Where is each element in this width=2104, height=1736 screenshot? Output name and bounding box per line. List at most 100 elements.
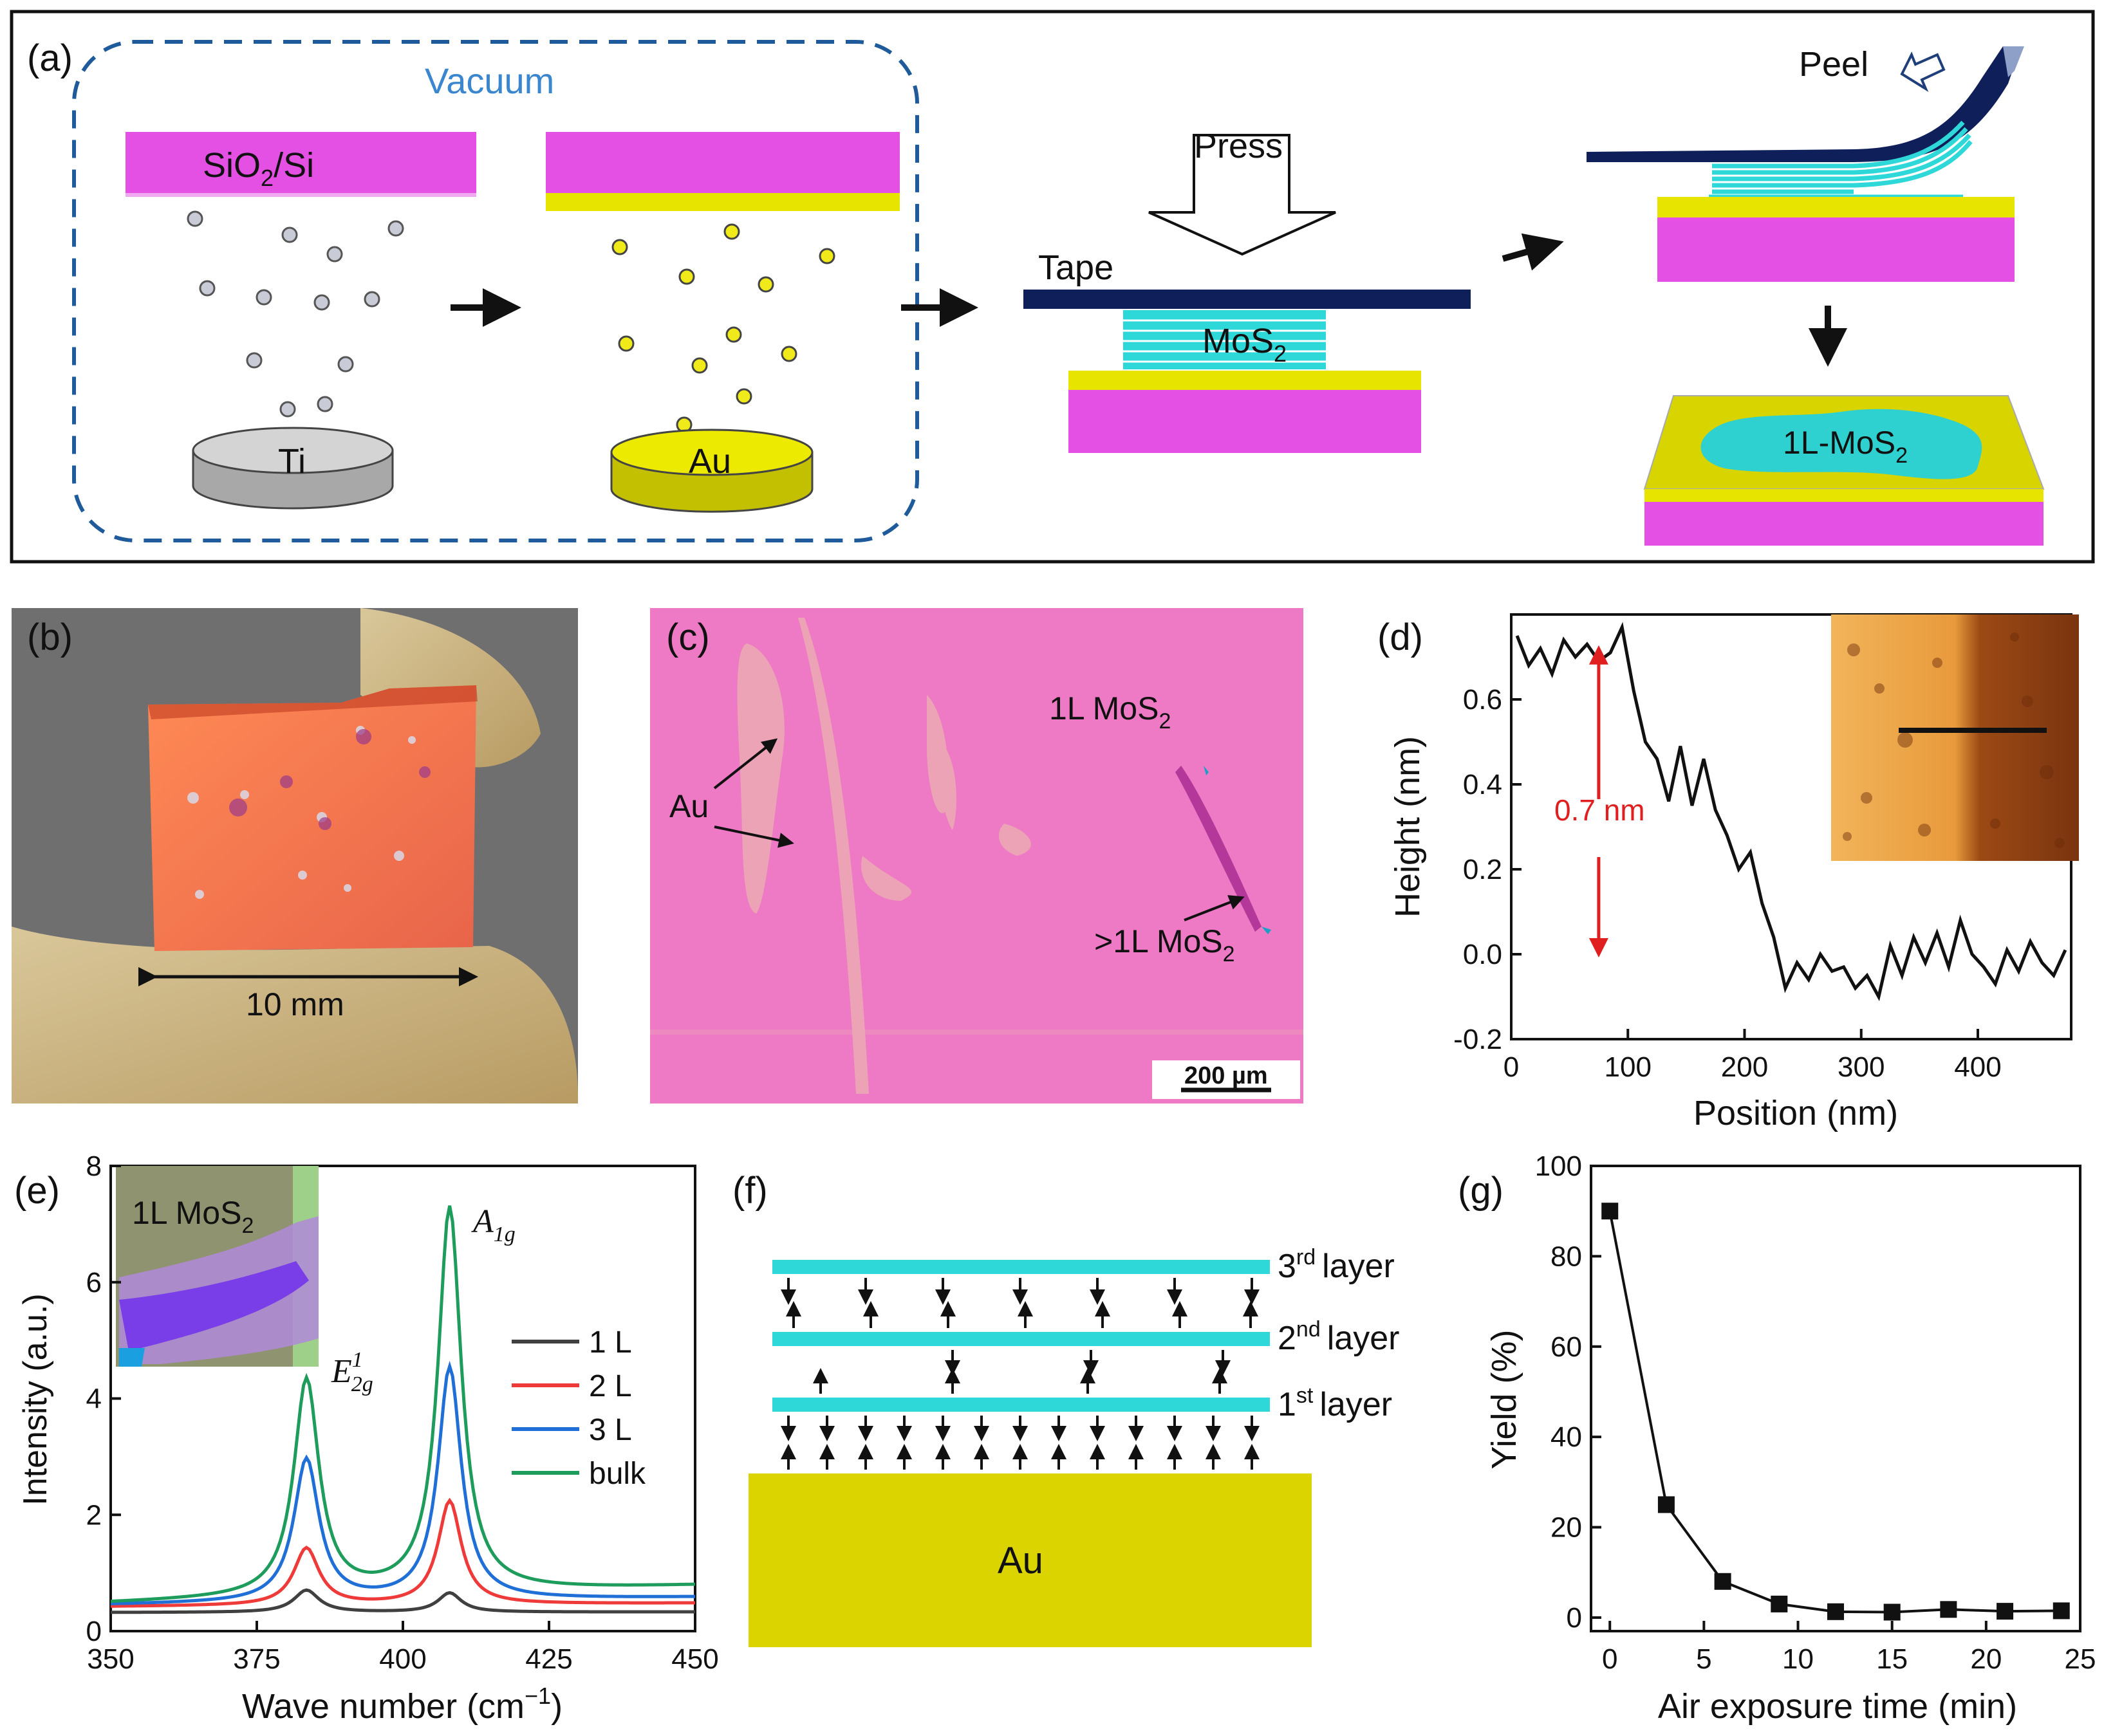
panel-f-label: (f) — [732, 1170, 768, 1212]
panel-c-label: (c) — [666, 616, 710, 658]
plot-e-ytick-label: 8 — [86, 1150, 102, 1182]
plot-e-xtick-label: 350 — [87, 1643, 134, 1675]
plot-d-xlabel: Position (nm) — [1693, 1094, 1898, 1132]
plot-e-ytick-label: 6 — [86, 1267, 102, 1298]
legend-label: bulk — [589, 1457, 646, 1491]
plot-g-ytick-label: 0 — [1567, 1602, 1582, 1634]
inset-label: 1L MoS2 — [132, 1195, 254, 1238]
spectrum-3l — [110, 1360, 696, 1605]
plot-g-ytick-label: 20 — [1550, 1512, 1582, 1544]
final-au-edge — [1644, 489, 2043, 502]
inset-flake-2 — [119, 1261, 309, 1351]
yield-point — [1997, 1603, 2014, 1620]
legend-label: 3 L — [589, 1413, 632, 1447]
plot-g-xlabel: Air exposure time (min) — [1658, 1687, 2017, 1726]
plot-e-xtick-label: 375 — [233, 1643, 280, 1675]
plot-d-xtick-label: 300 — [1838, 1051, 1885, 1083]
layer-1 — [772, 1398, 1270, 1412]
peel-label: Peel — [1799, 45, 1868, 84]
plot-g-ytick-label: 40 — [1550, 1421, 1582, 1453]
panel-d: (d) 0 100 200 300 400 -0.2 0.0 0.2 0.4 0.6 0.7 nm… — [1377, 613, 2079, 1132]
step-height-label: 0.7 nm — [1554, 793, 1645, 827]
ti-target — [192, 427, 394, 474]
sample-spots — [229, 729, 431, 830]
plot-g-xtick-label: 0 — [1602, 1643, 1617, 1675]
spectrum-1l — [110, 1588, 696, 1614]
sample-top-edge — [148, 685, 478, 719]
au-film — [546, 193, 900, 211]
panel-g-label: (g) — [1458, 1170, 1504, 1212]
peak-a1g-label: A1g — [471, 1203, 516, 1246]
au-target-label: Au — [689, 442, 731, 481]
plot-d-ylabel: Height (nm) — [1388, 736, 1427, 918]
layer-3-label: 3rd layer — [1278, 1245, 1395, 1285]
final-substrate — [1644, 502, 2043, 546]
plot-g-xtick-label: 10 — [1782, 1643, 1814, 1675]
au-exposed-regions — [650, 618, 1303, 1094]
sample-chip — [148, 685, 476, 951]
spectrum-bulk — [110, 1205, 696, 1603]
substrate-edge — [126, 193, 476, 197]
plot-d-axes: 0 100 200 300 400 -0.2 0.0 0.2 0.4 0.6 — [1453, 684, 2002, 1083]
tape-label: Tape — [1038, 248, 1113, 287]
plot-e-ytick-label: 4 — [86, 1383, 102, 1415]
monolayer-label: 1L-MoS2 — [1783, 425, 1908, 468]
substrate-label: SiO2/Si — [203, 146, 314, 191]
au-substrate-block — [749, 1473, 1312, 1647]
height-profile-line — [1515, 622, 2067, 1001]
panel-d-label: (d) — [1377, 616, 1423, 658]
legend-label: 2 L — [589, 1369, 632, 1403]
tape — [1023, 290, 1471, 309]
raman-spectra — [110, 1205, 696, 1614]
vacuum-chamber — [72, 40, 919, 542]
layer-3 — [772, 1260, 1270, 1274]
plot-e-ylabel: Intensity (a.u.) — [17, 1293, 54, 1505]
layer-1-label: 1st layer — [1278, 1383, 1392, 1423]
plot-e-ytick-label: 2 — [86, 1499, 102, 1531]
plot-d-xtick-label: 100 — [1605, 1051, 1652, 1083]
plot-g-ylabel: Yield (%) — [1485, 1329, 1523, 1469]
plot-g-xtick-label: 15 — [1876, 1643, 1908, 1675]
yield-points — [1601, 1203, 2070, 1621]
plot-d-xtick-label: 400 — [1954, 1051, 2001, 1083]
plot-g-ytick-label: 80 — [1550, 1241, 1582, 1272]
press-arrow — [1148, 134, 1336, 256]
panel-b: (b) 10 mm — [12, 608, 579, 1103]
multi-arrow — [1184, 895, 1245, 921]
monolayer-flake — [1700, 409, 1982, 479]
ti-label: Ti — [278, 442, 306, 481]
plot-g-xtick-label: 25 — [2065, 1643, 2096, 1675]
spectrum-2l — [110, 1497, 696, 1608]
press-label: Press — [1194, 127, 1283, 165]
yield-point — [1883, 1603, 1901, 1621]
yield-point — [2053, 1602, 2070, 1620]
peel-substrate — [1657, 217, 2015, 282]
scalebar-label: 200 µm — [1184, 1062, 1268, 1089]
panel-c: (c) 1L MoS2 Au >1L MoS2 200 µm — [650, 608, 1303, 1103]
plot-g-frame — [1590, 1165, 2081, 1632]
yield-point — [1657, 1496, 1675, 1513]
plot-d-xtick-label: 0 — [1504, 1051, 1519, 1083]
mos2-layers-lines — [1123, 319, 1326, 363]
interaction-arrows — [781, 1278, 1260, 1470]
plot-g-axes: 0 5 10 15 20 25 0 20 40 60 80 100 — [1535, 1150, 2096, 1675]
layer-2-label: 2nd layer — [1278, 1317, 1399, 1357]
plot-e-ytick-label: 0 — [86, 1616, 102, 1647]
peak-e2g-label: E1 2g — [331, 1348, 373, 1396]
plot-e-axes: 350 375 400 425 450 0 2 4 6 8 — [86, 1150, 719, 1675]
au-arrow-1 — [713, 738, 778, 790]
yield-point — [1771, 1595, 1788, 1612]
plot-g-ytick-label: 60 — [1550, 1331, 1582, 1363]
vacuum-label: Vacuum — [425, 60, 554, 101]
substrate-sio2-si — [126, 132, 476, 193]
inset-flake-3 — [119, 1348, 145, 1367]
au-label: Au — [669, 788, 709, 824]
plot-d-ytick-label: 0.2 — [1463, 854, 1502, 885]
panel-b-label: (b) — [27, 616, 73, 658]
press-substrate — [1068, 390, 1421, 453]
legend-label: 1 L — [589, 1325, 632, 1360]
plot-e-xtick-label: 450 — [671, 1643, 718, 1675]
afm-inset — [1831, 614, 2079, 861]
plot-d-ytick-label: 0.6 — [1463, 684, 1502, 716]
